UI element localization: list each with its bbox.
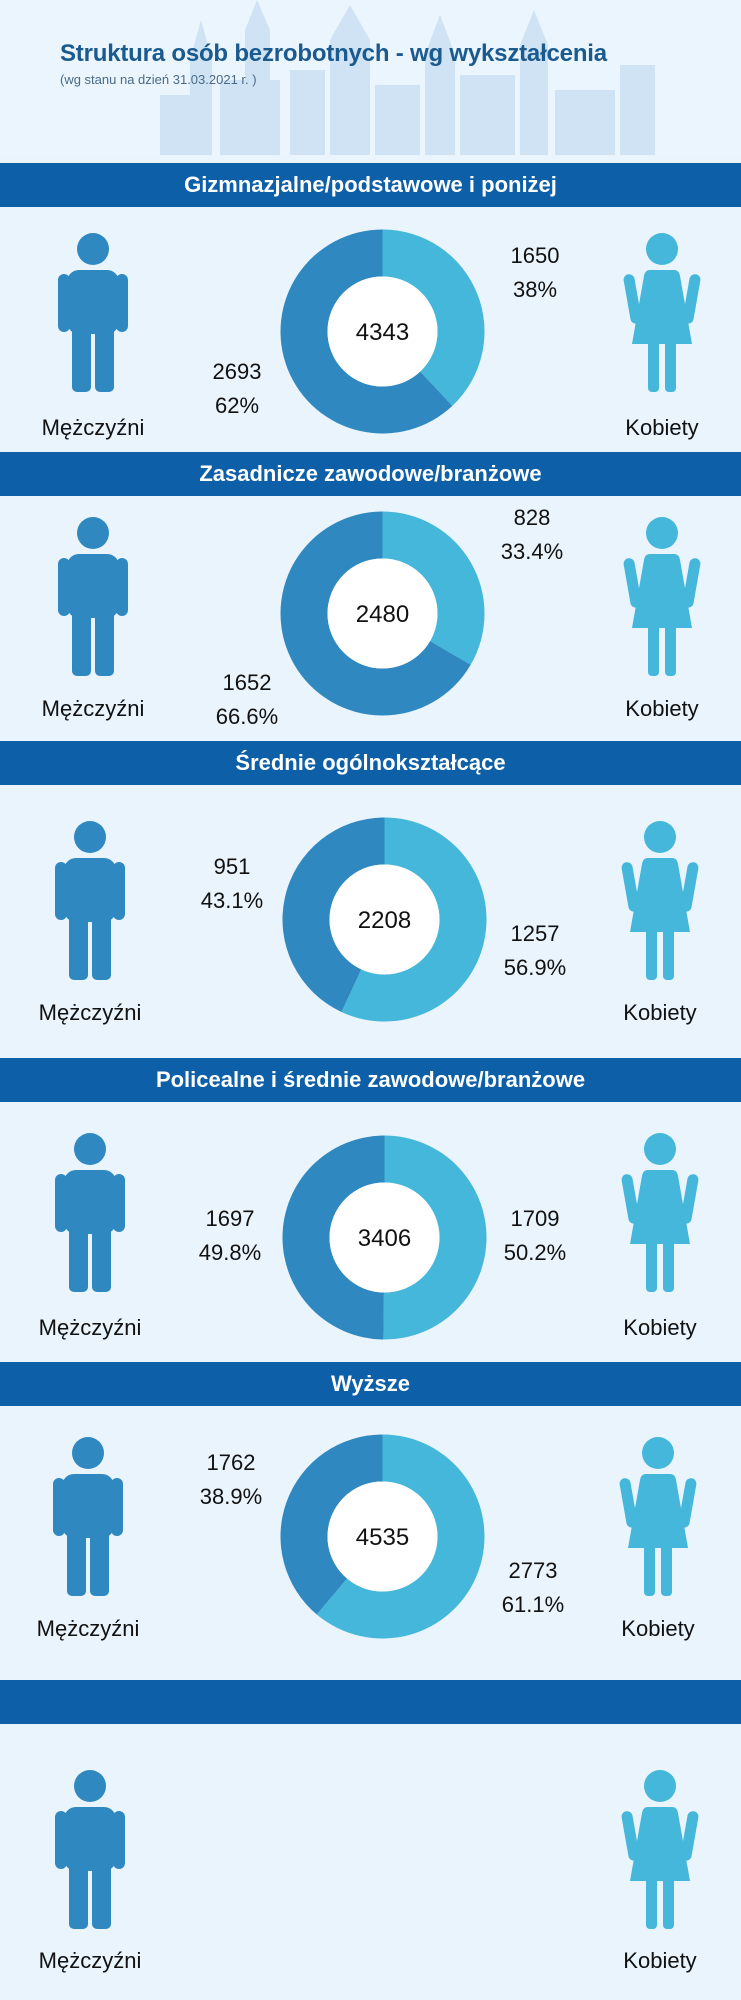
donut-chart: 2208 xyxy=(282,817,487,1022)
chart-panel: Mężczyźni 4343 1650 38% 2693 62% Kobiety xyxy=(0,207,741,452)
chart-panel: Mężczyźni 3406 1709 50.2% 1697 49.8% Kob… xyxy=(0,1102,741,1347)
total-label: 2208 xyxy=(358,907,411,934)
man-icon xyxy=(55,1769,125,1929)
section-title: Policealne i średnie zawodowe/branżowe xyxy=(0,1058,741,1102)
woman-icon xyxy=(620,820,700,980)
women-percent: 50.2% xyxy=(480,1236,590,1270)
men-label: Mężczyźni xyxy=(18,1616,158,1642)
women-count: 1650 xyxy=(480,239,590,273)
section-title: Wyższe xyxy=(0,1362,741,1406)
men-percent: 49.8% xyxy=(175,1236,285,1270)
total-label: 4343 xyxy=(356,319,409,346)
women-value-label: 2773 61.1% xyxy=(478,1554,588,1622)
section-title-empty xyxy=(0,1680,741,1724)
chart-panel: Mężczyźni 2208 1257 56.9% 951 43.1% Kobi… xyxy=(0,785,741,1030)
women-count: 828 xyxy=(477,501,587,535)
men-count: 2693 xyxy=(182,355,292,389)
men-value-label: 2693 62% xyxy=(182,355,292,423)
men-count: 1652 xyxy=(192,666,302,700)
donut-chart: 2480 xyxy=(280,511,485,716)
men-label: Mężczyźni xyxy=(20,1948,160,1974)
page-subtitle: (wg stanu na dzień 31.03.2021 r. ) xyxy=(60,72,257,87)
men-value-label: 1697 49.8% xyxy=(175,1202,285,1270)
donut-chart: 4343 xyxy=(280,229,485,434)
men-label: Mężczyźni xyxy=(20,1000,160,1026)
man-icon xyxy=(55,1132,125,1292)
men-percent: 66.6% xyxy=(192,700,302,734)
woman-icon xyxy=(622,232,702,392)
men-value-label: 1652 66.6% xyxy=(192,666,302,734)
section-title: Zasadnicze zawodowe/branżowe xyxy=(0,452,741,496)
women-count: 2773 xyxy=(478,1554,588,1588)
women-label: Kobiety xyxy=(590,1948,730,1974)
chart-panel: Mężczyźni 4535 2773 61.1% 1762 38.9% Kob… xyxy=(0,1406,741,1651)
section-title: Gizmnazjalne/podstawowe i poniżej xyxy=(0,163,741,207)
men-count: 1762 xyxy=(176,1446,286,1480)
total-label: 3406 xyxy=(358,1225,411,1252)
women-label: Kobiety xyxy=(588,1616,728,1642)
man-icon xyxy=(58,516,128,676)
man-icon xyxy=(55,820,125,980)
woman-icon xyxy=(622,516,702,676)
women-label: Kobiety xyxy=(592,696,732,722)
total-label: 4535 xyxy=(356,1524,409,1551)
women-label: Kobiety xyxy=(590,1000,730,1026)
men-percent: 43.1% xyxy=(177,884,287,918)
men-percent: 62% xyxy=(182,389,292,423)
man-icon xyxy=(53,1436,123,1596)
women-percent: 38% xyxy=(480,273,590,307)
woman-icon xyxy=(620,1132,700,1292)
man-icon xyxy=(58,232,128,392)
women-count: 1257 xyxy=(480,917,590,951)
woman-icon xyxy=(620,1769,700,1929)
women-label: Kobiety xyxy=(592,415,732,441)
women-label: Kobiety xyxy=(590,1315,730,1341)
men-count: 1697 xyxy=(175,1202,285,1236)
men-label: Mężczyźni xyxy=(20,1315,160,1341)
men-label: Mężczyźni xyxy=(23,415,163,441)
header: Struktura osób bezrobotnych - wg wykszta… xyxy=(0,0,741,155)
men-count: 951 xyxy=(177,850,287,884)
women-percent: 61.1% xyxy=(478,1588,588,1622)
women-value-label: 1650 38% xyxy=(480,239,590,307)
women-count: 1709 xyxy=(480,1202,590,1236)
donut-chart: 4535 xyxy=(280,1434,485,1639)
men-percent: 38.9% xyxy=(176,1480,286,1514)
men-label: Mężczyźni xyxy=(23,696,163,722)
page-title: Struktura osób bezrobotnych - wg wykszta… xyxy=(60,40,607,68)
woman-icon xyxy=(618,1436,698,1596)
women-value-label: 828 33.4% xyxy=(477,501,587,569)
section-title: Średnie ogólnokształcące xyxy=(0,741,741,785)
women-percent: 56.9% xyxy=(480,951,590,985)
women-percent: 33.4% xyxy=(477,535,587,569)
men-value-label: 1762 38.9% xyxy=(176,1446,286,1514)
empty-panel: Mężczyźni Kobiety xyxy=(0,1724,741,1969)
men-value-label: 951 43.1% xyxy=(177,850,287,918)
women-value-label: 1709 50.2% xyxy=(480,1202,590,1270)
women-value-label: 1257 56.9% xyxy=(480,917,590,985)
donut-chart: 3406 xyxy=(282,1135,487,1340)
total-label: 2480 xyxy=(356,601,409,628)
chart-panel: Mężczyźni 2480 828 33.4% 1652 66.6% Kobi… xyxy=(0,496,741,741)
